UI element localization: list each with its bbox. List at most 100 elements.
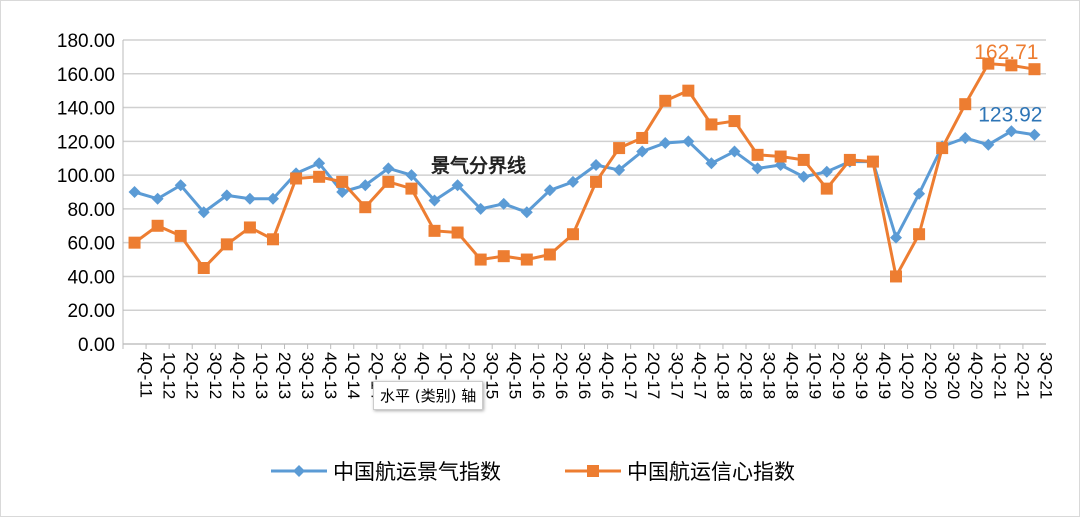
series-line-1 <box>134 129 1035 242</box>
data-point-diamond <box>197 206 210 219</box>
y-tick-label: 120.00 <box>57 132 115 153</box>
data-point-square <box>128 236 141 249</box>
data-point-square <box>451 226 464 239</box>
data-point-square <box>751 148 764 161</box>
data-point-diamond <box>382 162 395 175</box>
data-point-diamond <box>520 206 533 219</box>
x-tick-label: 2Q-20 <box>921 352 940 399</box>
x-tick-label: 3Q-16 <box>575 352 594 399</box>
data-point-square <box>220 238 233 251</box>
y-tick-label: 80.00 <box>67 200 115 221</box>
data-point-square <box>866 155 879 168</box>
data-point-square <box>405 182 418 195</box>
x-tick-label: 2Q-12 <box>183 352 202 399</box>
data-point-diamond <box>174 179 187 192</box>
data-point-square <box>543 248 556 261</box>
data-point-square <box>290 172 303 185</box>
x-tick-label: 4Q-16 <box>598 352 617 399</box>
x-tick-label: 3Q-15 <box>483 352 502 399</box>
data-point-diamond <box>220 189 233 202</box>
data-point-square <box>705 118 718 131</box>
x-tick-label: 1Q-14 <box>344 352 363 399</box>
data-point-diamond <box>497 197 510 210</box>
diamond-line-icon <box>271 465 327 477</box>
data-label-confidence: 162.71 <box>974 41 1038 64</box>
x-tick-label: 4Q-13 <box>321 352 340 399</box>
data-point-diamond <box>913 187 926 200</box>
boom-line-annotation: 景气分界线 <box>431 155 527 177</box>
x-tick-label: 3Q-12 <box>206 352 225 399</box>
data-point-diamond <box>243 192 256 205</box>
data-point-square <box>1005 59 1018 72</box>
data-point-diamond <box>336 186 349 198</box>
y-tick-label: 0.00 <box>78 335 115 356</box>
y-tick-label: 60.00 <box>67 234 115 255</box>
x-tick-label: 2Q-19 <box>829 352 848 399</box>
x-tick-label: 1Q-19 <box>806 352 825 399</box>
data-point-diamond <box>590 158 603 171</box>
data-point-square <box>520 253 533 266</box>
data-point-diamond <box>959 131 972 144</box>
x-tick-label: 2Q-13 <box>275 352 294 399</box>
x-tick-label: 2Q-16 <box>552 352 571 399</box>
data-point-diamond <box>313 157 326 170</box>
data-point-square <box>982 57 995 70</box>
data-point-square <box>336 175 349 188</box>
legend-item-shipping-confidence[interactable]: 中国航运信心指数 <box>563 456 795 486</box>
data-point-square <box>890 270 903 283</box>
axis-tooltip: 水平 (类别) 轴 <box>373 381 484 410</box>
x-tick-label: 2Q-18 <box>736 352 755 399</box>
data-point-diamond <box>151 192 164 205</box>
data-point-square <box>474 253 487 266</box>
data-point-square <box>1028 63 1041 76</box>
data-point-diamond <box>890 231 903 244</box>
y-tick-label: 100.00 <box>57 166 115 187</box>
data-point-diamond <box>705 157 718 170</box>
y-tick-label: 20.00 <box>67 301 115 322</box>
x-tick-label: 3Q-17 <box>667 352 686 399</box>
data-point-square <box>728 115 741 128</box>
x-tick-label: 3Q-19 <box>852 352 871 399</box>
data-point-square <box>497 250 510 263</box>
data-point-square <box>936 142 949 155</box>
x-tick-label: 1Q-13 <box>252 352 271 399</box>
data-point-square <box>820 182 833 195</box>
data-point-diamond <box>451 179 464 192</box>
data-point-diamond <box>659 137 672 150</box>
data-point-diamond <box>682 135 695 148</box>
x-tick-label: 3Q-20 <box>944 352 963 399</box>
data-point-square <box>913 228 926 241</box>
data-point-diamond <box>543 184 556 197</box>
x-tick-label: 4Q-20 <box>967 352 986 399</box>
data-point-diamond <box>1005 125 1018 138</box>
data-point-diamond <box>566 175 579 188</box>
x-tick-label: 3Q-13 <box>298 352 317 399</box>
x-tick-label: 4Q-15 <box>506 352 525 399</box>
y-tick-label: 180.00 <box>57 31 115 52</box>
x-tick-label: 4Q-12 <box>229 352 248 399</box>
data-point-diamond <box>405 169 418 182</box>
x-tick-label: 4Q-17 <box>690 352 709 399</box>
x-tick-label: 4Q-11 <box>137 352 156 398</box>
data-point-diamond <box>613 164 626 177</box>
data-point-diamond <box>820 165 833 178</box>
legend-label: 中国航运信心指数 <box>627 460 795 484</box>
data-point-diamond <box>359 179 372 192</box>
square-line-icon <box>565 465 621 477</box>
x-tick-label: 4Q-19 <box>875 352 894 399</box>
y-tick-label: 160.00 <box>57 65 115 86</box>
data-point-diamond <box>428 194 441 207</box>
data-point-square <box>174 229 187 242</box>
x-tick-label: 2Q-21 <box>1013 352 1032 399</box>
x-tick-label: 1Q-12 <box>160 352 179 399</box>
data-point-square <box>613 142 626 155</box>
legend-item-shipping-boom[interactable]: 中国航运景气指数 <box>269 456 501 486</box>
x-tick-label: 3Q-18 <box>760 352 779 399</box>
x-tick-label: 2Q-17 <box>644 352 663 399</box>
data-point-square <box>197 262 210 274</box>
data-point-square <box>266 233 279 246</box>
x-tick-label: 1Q-18 <box>713 352 732 399</box>
y-tick-label: 140.00 <box>57 99 115 120</box>
data-point-square <box>590 175 603 188</box>
